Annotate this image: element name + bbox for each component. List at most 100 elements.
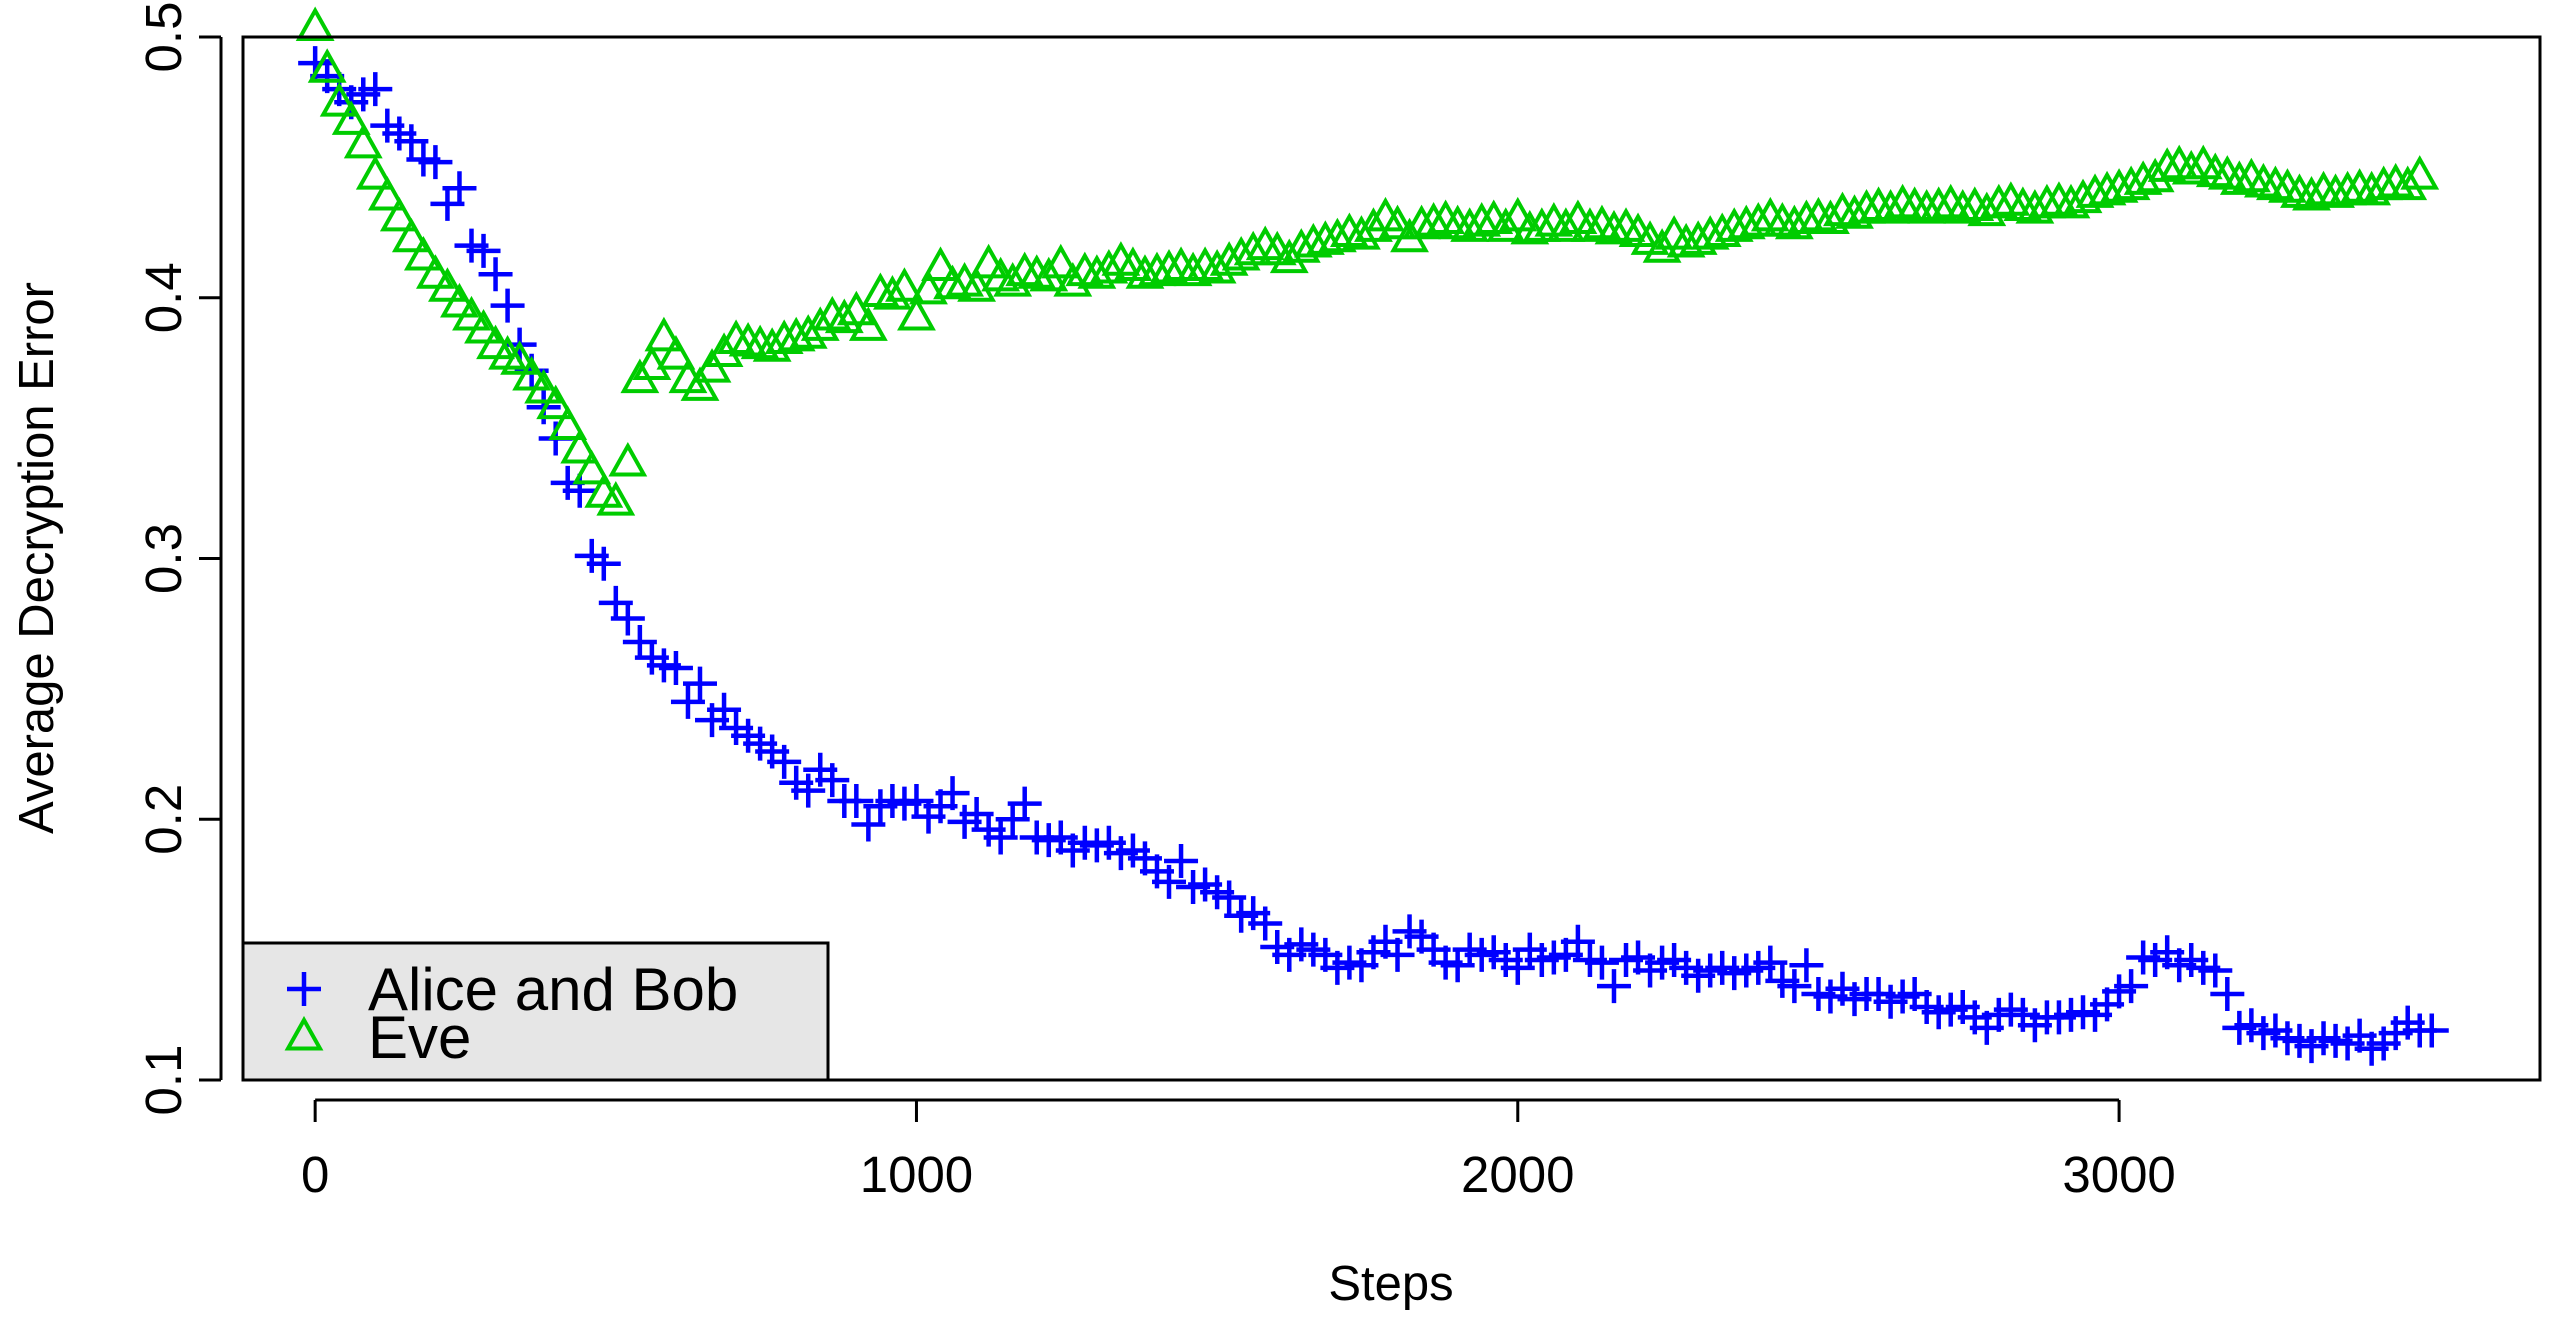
y-axis-title: Average Decryption Error <box>10 282 64 834</box>
eve-point <box>403 235 443 271</box>
eve-point <box>933 264 972 300</box>
eve-point <box>1835 194 1874 229</box>
eve-point <box>2243 162 2283 198</box>
eve-point <box>343 123 383 159</box>
eve-point <box>428 267 467 302</box>
eve-point <box>2195 152 2235 188</box>
eve-point <box>1979 183 2019 219</box>
y-tick-label: 0.5 <box>135 2 192 73</box>
alice-bob-point <box>707 692 742 727</box>
eve-point <box>1943 189 1983 224</box>
eve-point <box>1570 207 1610 242</box>
eve-point <box>1438 204 1478 240</box>
eve-point <box>2087 170 2127 206</box>
alice-bob-point <box>851 807 886 842</box>
eve-point <box>1450 207 1490 242</box>
eve-point <box>1774 204 1814 240</box>
eve-point <box>1799 196 1838 232</box>
alice-bob-point <box>2210 976 2245 1011</box>
y-tick-label: 0.1 <box>135 1045 192 1116</box>
alice-bob-point <box>562 473 597 508</box>
alice-bob-point <box>1248 906 1283 941</box>
eve-point <box>2304 170 2343 206</box>
axis-layer: 0 1000 2000 3000 0.1 0.2 0.3 0.4 0.5 <box>135 2 2176 1203</box>
eve-point <box>512 355 552 391</box>
eve-point <box>572 449 612 485</box>
eve-point <box>2364 165 2404 201</box>
eve-point <box>1462 202 1502 237</box>
eve-point <box>848 306 888 341</box>
eve-point <box>331 100 371 135</box>
eve-point <box>716 319 756 354</box>
eve-point <box>1510 209 1550 245</box>
plot-frame <box>241 35 2542 1082</box>
eve-point <box>1702 212 1742 248</box>
eve-point <box>1738 202 1778 237</box>
eve-point <box>355 155 395 190</box>
eve-point <box>1919 186 1959 221</box>
eve-point <box>1065 251 1105 287</box>
eve-point <box>764 319 804 354</box>
y-tick-label: 0.2 <box>135 784 192 855</box>
eve-point <box>2075 173 2115 208</box>
eve-point <box>2003 186 2043 221</box>
eve-point <box>2039 181 2079 216</box>
eve-point <box>800 306 840 341</box>
eve-point <box>1594 209 1634 245</box>
eve-point <box>1522 207 1562 242</box>
alice-bob-point <box>358 72 393 107</box>
y-tick-label: 0.3 <box>135 523 192 594</box>
eve-point <box>1498 196 1538 232</box>
eve-point <box>2027 183 2067 219</box>
legend-marker-eve <box>284 1015 324 1051</box>
alice-bob-point <box>1380 937 1415 972</box>
alice-bob-point <box>478 257 513 292</box>
alice-bob-point <box>1212 880 1247 915</box>
eve-point <box>2328 170 2367 206</box>
eve-point <box>1786 199 1826 235</box>
eve-point <box>1414 202 1454 237</box>
alice-bob-point <box>1789 948 1824 983</box>
eve-point <box>644 316 684 352</box>
eve-point <box>319 82 359 117</box>
eve-point <box>596 481 636 516</box>
alice-bob-point <box>2198 953 2233 988</box>
eve-point <box>440 282 479 318</box>
eve-point <box>921 246 960 281</box>
eve-point <box>1005 251 1045 287</box>
eve-point <box>1402 204 1441 240</box>
eve-point <box>1546 207 1586 242</box>
eve-point <box>2256 165 2295 201</box>
eve-point <box>897 295 936 331</box>
eve-point <box>1895 186 1935 221</box>
eve-point <box>2316 173 2355 208</box>
eve-point <box>464 308 503 344</box>
eve-point <box>452 295 491 331</box>
legend-markers <box>284 972 324 1051</box>
eve-point <box>1666 222 1706 258</box>
eve-point <box>1125 254 1165 289</box>
eve-point <box>524 368 564 404</box>
alice-bob-point <box>791 773 826 808</box>
eve-point <box>1317 217 1357 253</box>
alice-bob-point <box>767 744 802 779</box>
series-alice-and-bob <box>298 46 2449 1066</box>
eve-point <box>836 290 876 326</box>
alice-bob-point <box>983 820 1018 855</box>
eve-point <box>1378 204 1417 240</box>
eve-point <box>2063 178 2103 214</box>
eve-point <box>536 384 576 420</box>
eve-point <box>1233 230 1273 266</box>
eve-point <box>1281 228 1321 263</box>
eve-point <box>2388 165 2428 201</box>
alice-bob-point <box>1777 969 1812 1004</box>
alice-bob-point <box>442 171 477 206</box>
eve-point <box>2219 160 2259 195</box>
eve-point <box>1137 251 1177 287</box>
eve-point <box>2111 165 2151 201</box>
eve-point <box>1089 248 1129 284</box>
eve-point <box>909 269 948 305</box>
eve-point <box>2280 173 2319 208</box>
eve-point <box>1053 262 1093 297</box>
